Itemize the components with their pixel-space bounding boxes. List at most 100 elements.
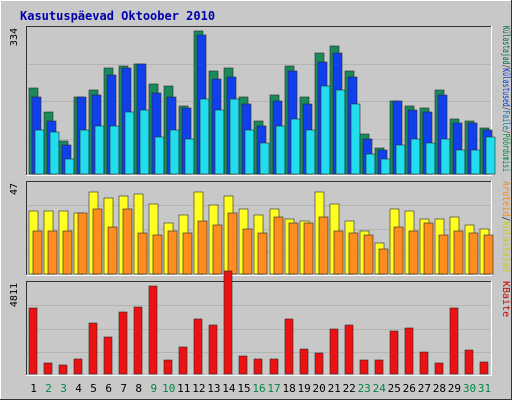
bar-bottom-kbaite-day-23 xyxy=(359,359,369,375)
chart-title: Kasutuspäevad Oktoober 2010 xyxy=(20,9,215,23)
panel-middle-legend: Aruteid/Külastajad xyxy=(500,181,511,272)
bar-top-faile-day-27 xyxy=(425,142,436,175)
bar-top-faile-day-2 xyxy=(49,131,60,175)
bar-bottom-kbaite-day-24 xyxy=(374,359,384,375)
bar-bottom-kbaite-day-26 xyxy=(404,327,414,375)
x-tick-label-day-6: 6 xyxy=(105,382,112,395)
bar-bottom-kbaite-day-28 xyxy=(434,362,444,375)
bar-bottom-kbaite-day-20 xyxy=(314,352,324,375)
bar-bottom-kbaite-day-14 xyxy=(223,270,233,375)
bar-bottom-kbaite-day-31 xyxy=(479,361,489,375)
bar-bottom-kbaite-day-22 xyxy=(344,324,354,375)
bar-middle-aruteid-day-30 xyxy=(468,232,479,275)
bar-middle-aruteid-day-18 xyxy=(288,222,299,275)
bar-middle-aruteid-day-16 xyxy=(257,232,268,275)
bar-bottom-kbaite-day-6 xyxy=(103,336,113,375)
bar-top-faile-day-31 xyxy=(485,136,496,175)
bar-top-faile-day-8 xyxy=(139,109,150,175)
bar-bottom-kbaite-day-21 xyxy=(329,328,339,375)
bar-middle-aruteid-day-25 xyxy=(393,226,404,275)
bar-bottom-kbaite-day-17 xyxy=(269,358,279,375)
bar-top-faile-day-13 xyxy=(214,109,225,175)
bar-top-faile-day-26 xyxy=(410,138,421,175)
panel-bottom-max-label: 4811 xyxy=(9,283,20,307)
bar-bottom-kbaite-day-13 xyxy=(208,324,218,375)
panel-top-max-label: 334 xyxy=(9,28,20,46)
x-tick-label-day-9: 9 xyxy=(150,382,157,395)
bar-middle-aruteid-day-20 xyxy=(318,216,329,275)
bar-top-faile-day-19 xyxy=(305,129,316,175)
bar-middle-aruteid-day-7 xyxy=(122,208,133,275)
panel-top-legend: Külastajad/Külastused/Faile/Pöördumisi xyxy=(500,26,511,172)
x-tick-label-day-19: 19 xyxy=(297,382,310,395)
bar-top-faile-day-12 xyxy=(199,98,210,175)
x-axis-day-labels: 1 2 3 4 5 6 7 8 9 10 11 12 13 14 15 16 17 18 19 20 21 22 23 24 2… xyxy=(30,382,491,395)
legend-entry-top-1: / xyxy=(500,64,511,68)
legend-entry-top-0: Külastajad xyxy=(500,26,511,64)
bar-bottom-kbaite-day-9 xyxy=(148,285,158,375)
bar-top-faile-day-29 xyxy=(455,149,466,175)
x-tick-label-day-13: 13 xyxy=(207,382,220,395)
bar-middle-aruteid-day-14 xyxy=(227,212,238,275)
x-tick-label-day-25: 25 xyxy=(388,382,401,395)
bar-bottom-kbaite-day-18 xyxy=(284,318,294,375)
panel-bottom-legend: KBaite xyxy=(500,281,511,317)
bar-middle-aruteid-day-4 xyxy=(77,212,88,275)
x-tick-label-day-5: 5 xyxy=(90,382,97,395)
bar-top-faile-day-23 xyxy=(365,153,376,175)
bar-top-faile-day-20 xyxy=(320,85,331,175)
bar-bottom-kbaite-day-11 xyxy=(178,346,188,375)
legend-entry-bottom-0: KBaite xyxy=(500,281,511,317)
bar-top-faile-day-10 xyxy=(169,129,180,175)
bar-top-faile-day-17 xyxy=(275,125,286,175)
bar-top-faile-day-4 xyxy=(79,129,90,175)
x-tick-label-day-27: 27 xyxy=(418,382,431,395)
bar-top-faile-day-24 xyxy=(380,158,391,175)
legend-entry-top-5: / xyxy=(500,130,511,134)
x-tick-label-day-22: 22 xyxy=(343,382,356,395)
x-tick-label-day-8: 8 xyxy=(135,382,142,395)
legend-entry-middle-1: / xyxy=(500,216,511,221)
bar-middle-aruteid-day-31 xyxy=(483,234,494,275)
bar-bottom-kbaite-day-4 xyxy=(73,358,83,375)
chart-bars xyxy=(28,30,496,375)
x-tick-label-day-21: 21 xyxy=(328,382,341,395)
bar-middle-aruteid-day-2 xyxy=(47,230,58,275)
bar-middle-aruteid-day-19 xyxy=(303,222,314,275)
bar-bottom-kbaite-day-5 xyxy=(88,322,98,375)
bar-top-faile-day-28 xyxy=(440,138,451,175)
panel-middle-max-label: 47 xyxy=(9,183,20,195)
bar-middle-aruteid-day-8 xyxy=(137,232,148,275)
bar-middle-aruteid-day-27 xyxy=(423,222,434,275)
bar-bottom-kbaite-day-2 xyxy=(43,362,53,375)
x-tick-label-day-2: 2 xyxy=(45,382,52,395)
legend-entry-top-3: / xyxy=(500,107,511,111)
legend-entry-top-6: Pöördumisi xyxy=(500,134,511,172)
bar-bottom-kbaite-day-29 xyxy=(449,307,459,375)
legend-entry-top-4: Faile xyxy=(500,111,511,130)
bar-middle-aruteid-day-3 xyxy=(62,230,73,275)
bar-middle-aruteid-day-13 xyxy=(212,224,223,275)
x-tick-label-day-3: 3 xyxy=(60,382,67,395)
x-tick-label-day-17: 17 xyxy=(267,382,280,395)
bar-middle-aruteid-day-21 xyxy=(333,230,344,275)
x-tick-label-day-10: 10 xyxy=(162,382,175,395)
bar-bottom-kbaite-day-12 xyxy=(193,318,203,375)
x-tick-label-day-23: 23 xyxy=(358,382,371,395)
bar-bottom-kbaite-day-7 xyxy=(118,311,128,375)
bar-middle-aruteid-day-29 xyxy=(453,230,464,275)
x-tick-label-day-7: 7 xyxy=(120,382,127,395)
bar-top-faile-day-14 xyxy=(229,98,240,175)
x-tick-label-day-30: 30 xyxy=(463,382,476,395)
x-tick-label-day-4: 4 xyxy=(75,382,82,395)
bar-bottom-kbaite-day-3 xyxy=(58,364,68,375)
bar-middle-aruteid-day-11 xyxy=(182,232,193,275)
x-tick-label-day-31: 31 xyxy=(478,382,491,395)
bar-top-faile-day-9 xyxy=(154,136,165,175)
legends: Külastajad/Külastused/Faile/Pöördumisi Ar… xyxy=(500,26,511,317)
bar-top-faile-day-16 xyxy=(259,142,270,175)
bar-top-faile-day-1 xyxy=(34,129,45,175)
bar-bottom-kbaite-day-25 xyxy=(389,330,399,375)
x-tick-label-day-24: 24 xyxy=(373,382,387,395)
